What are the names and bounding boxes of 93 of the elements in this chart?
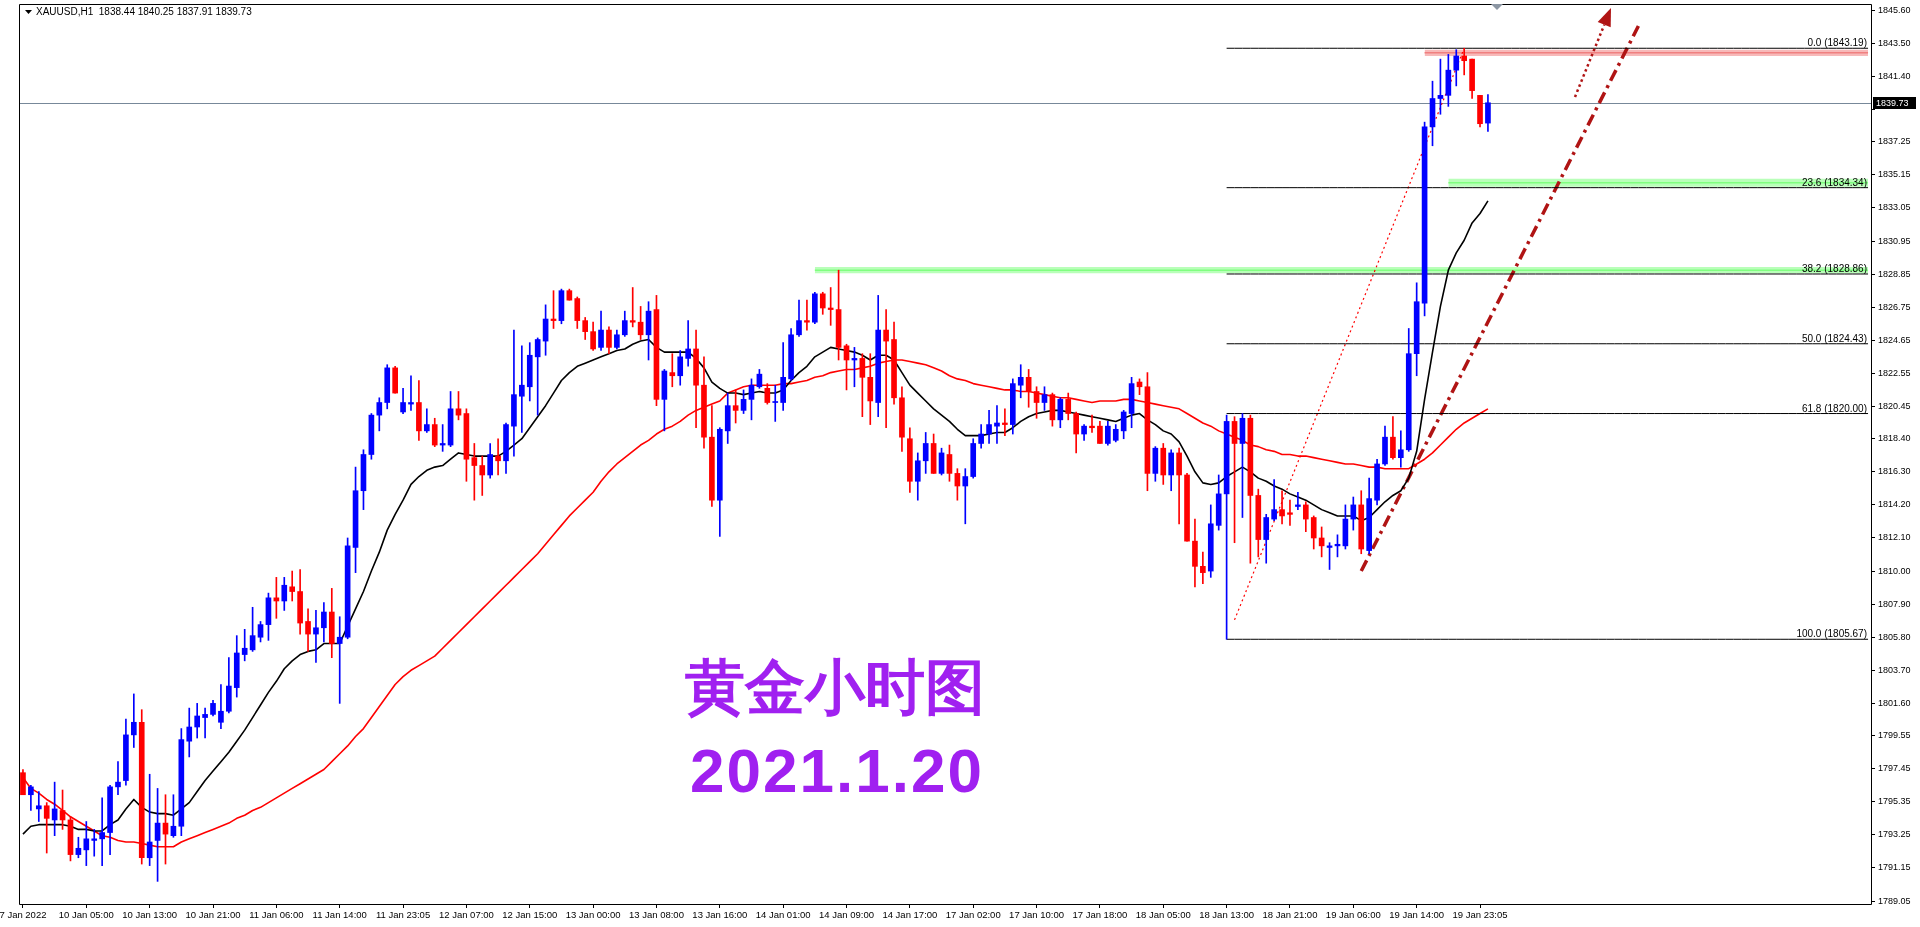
x-tick-label: 19 Jan 06:00 xyxy=(1325,909,1381,921)
y-tick-label: 1837.25 xyxy=(1878,136,1911,147)
x-tick-label: 19 Jan 23:05 xyxy=(1452,909,1508,921)
y-tick-label: 1833.05 xyxy=(1878,202,1911,213)
x-tick-label: 14 Jan 01:00 xyxy=(755,909,811,921)
candlestick xyxy=(313,610,319,663)
candlestick xyxy=(772,384,779,422)
x-tick-label: 13 Jan 08:00 xyxy=(628,909,684,921)
x-tick-label: 18 Jan 13:00 xyxy=(1199,909,1255,921)
y-tick-label: 1820.45 xyxy=(1878,400,1911,411)
y-tick-label: 1824.65 xyxy=(1878,334,1911,345)
x-tick-label: 18 Jan 21:00 xyxy=(1262,909,1318,921)
y-tick-label: 1843.50 xyxy=(1878,37,1911,48)
x-tick-label: 14 Jan 09:00 xyxy=(819,909,874,921)
y-tick-label: 1797.45 xyxy=(1878,763,1911,774)
candlestick xyxy=(202,707,208,739)
y-tick-label: 1814.20 xyxy=(1878,499,1911,510)
candlestick xyxy=(495,438,501,476)
x-tick-label: 11 Jan 23:05 xyxy=(375,909,431,921)
y-tick-label: 1807.90 xyxy=(1878,598,1911,609)
y-tick-label: 1818.40 xyxy=(1878,433,1911,444)
x-tick-label: 11 Jan 06:00 xyxy=(249,909,304,921)
x-tick-label: 14 Jan 17:00 xyxy=(882,909,938,921)
x-tick-label: 13 Jan 16:00 xyxy=(692,909,748,921)
candlestick xyxy=(241,629,248,662)
annotation: 2021.1.20 xyxy=(690,736,984,806)
candlestick xyxy=(1295,491,1301,510)
y-tick-label: 1799.55 xyxy=(1878,730,1911,741)
y-tick-label: 1795.35 xyxy=(1878,796,1911,807)
y-tick-label: 1803.70 xyxy=(1878,664,1911,675)
x-tick-label: 12 Jan 07:00 xyxy=(438,909,494,921)
candlestick xyxy=(629,287,636,328)
y-tick-label: 1801.60 xyxy=(1878,697,1911,708)
x-tick-label: 7 Jan 2022 xyxy=(0,909,47,921)
candlestick xyxy=(511,329,517,457)
y-tick-label: 1816.30 xyxy=(1878,466,1911,477)
candlestick xyxy=(1089,414,1095,433)
series-label: 23.6 (1834.34) xyxy=(1801,176,1867,188)
x-tick-label: 19 Jan 14:00 xyxy=(1389,909,1445,921)
candlestick xyxy=(423,408,430,433)
x-tick-label: 12 Jan 15:00 xyxy=(502,909,558,921)
legend-label: 0.0 (1843.19) xyxy=(1807,37,1867,49)
candlestick xyxy=(408,375,414,411)
candlestick xyxy=(534,337,541,416)
legend-label: 61.8 (1820.00) xyxy=(1801,402,1867,414)
y-tick-label: 1812.10 xyxy=(1878,532,1911,543)
candlestick xyxy=(669,353,676,388)
candlestick xyxy=(83,821,90,866)
y-tick-label: 1791.15 xyxy=(1878,862,1911,873)
candlestick xyxy=(99,797,105,866)
candlestick xyxy=(519,345,525,433)
candlestick xyxy=(289,570,296,602)
annotation: 黄金小时图 xyxy=(685,651,985,722)
x-tick-label: 18 Jan 05:00 xyxy=(1135,909,1191,921)
y-tick-label: 1805.80 xyxy=(1878,631,1911,642)
candlestick xyxy=(685,320,691,367)
candlestick xyxy=(1287,499,1293,526)
y-tick-label: 1789.05 xyxy=(1878,895,1911,906)
candlestick xyxy=(827,287,834,326)
y-tick-label: 1828.85 xyxy=(1878,268,1911,279)
candlestick xyxy=(1271,479,1277,521)
candlestick xyxy=(1279,490,1285,525)
candlestick xyxy=(115,761,121,796)
y-tick-label: 1841.40 xyxy=(1878,70,1911,81)
candlestick xyxy=(1200,551,1206,584)
legend-label: 38.2 (1828.86) xyxy=(1801,262,1867,274)
chart-title: XAUUSD,H1 1838.44 1840.25 1837.91 1839.73 xyxy=(36,5,253,17)
x-tick-label: 10 Jan 21:00 xyxy=(185,909,241,921)
legend-label: 50.0 (1824.43) xyxy=(1801,332,1867,344)
y-tick-label: 1830.95 xyxy=(1878,235,1911,246)
legend-label: 100.0 (1805.67) xyxy=(1796,628,1867,640)
candlestick xyxy=(1002,408,1008,436)
candlestick xyxy=(479,455,486,496)
y-tick-label: 1826.75 xyxy=(1878,301,1911,312)
x-tick-label: 17 Jan 02:00 xyxy=(945,909,1001,921)
x-tick-label: 17 Jan 10:00 xyxy=(1009,909,1065,921)
x-tick-label: 11 Jan 14:00 xyxy=(312,909,367,921)
x-tick-label: 17 Jan 18:00 xyxy=(1072,909,1128,921)
candlestick xyxy=(962,468,969,525)
candlestick xyxy=(91,829,98,857)
candlestick xyxy=(336,616,343,704)
y-tick-label: 1810.00 xyxy=(1878,565,1911,576)
y-tick-label: 1793.25 xyxy=(1878,829,1911,840)
candlestick xyxy=(130,693,137,748)
x-tick-label: 13 Jan 00:00 xyxy=(565,909,621,921)
candlestick xyxy=(35,791,42,822)
candlestick xyxy=(804,299,810,331)
x-tick-label: 10 Jan 05:00 xyxy=(58,909,114,921)
y-tick-label: 1835.15 xyxy=(1878,169,1911,180)
ref-line-label: 1839.73 xyxy=(1876,97,1909,108)
y-tick-label: 1845.60 xyxy=(1878,4,1911,15)
y-tick-label: 1822.55 xyxy=(1878,367,1911,378)
x-tick-label: 10 Jan 13:00 xyxy=(122,909,178,921)
